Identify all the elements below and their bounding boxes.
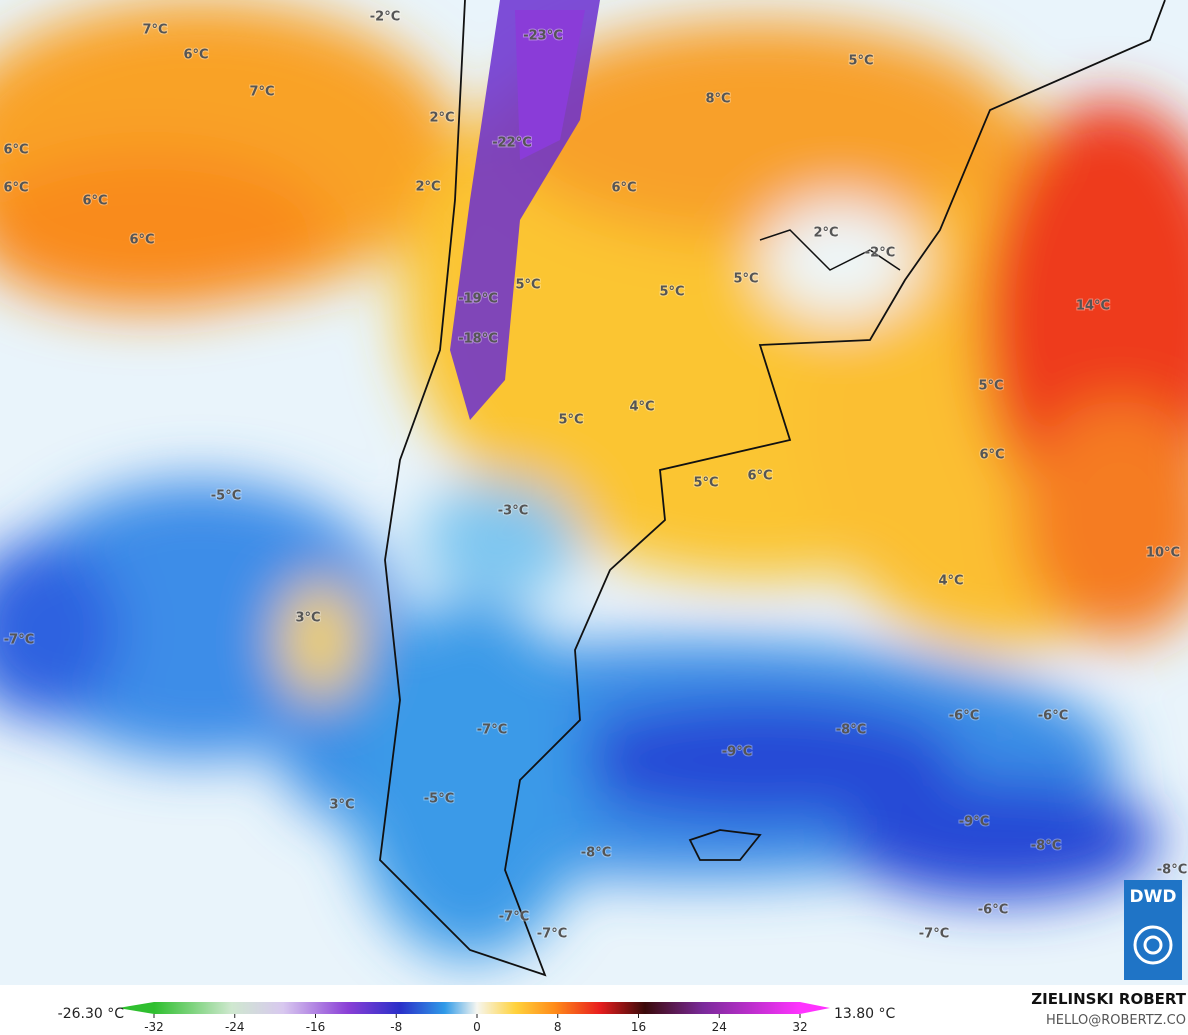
temperature-label: 7°C bbox=[249, 85, 274, 100]
temperature-label: -8°C bbox=[581, 846, 611, 861]
temperature-label: -2°C bbox=[865, 246, 895, 261]
logo-swirl bbox=[1133, 925, 1173, 965]
temperature-label: -2°C bbox=[370, 10, 400, 25]
min-label: -26.30 °C bbox=[58, 1006, 125, 1022]
temperature-label: -8°C bbox=[836, 723, 866, 738]
max-label: 13.80 °C bbox=[834, 1006, 896, 1022]
temperature-label: 6°C bbox=[3, 181, 28, 196]
temperature-label: 7°C bbox=[142, 23, 167, 38]
temperature-label: 4°C bbox=[938, 574, 963, 589]
temperature-label: 3°C bbox=[329, 798, 354, 813]
temperature-label: -7°C bbox=[499, 910, 529, 925]
colorbar-tick-label: 24 bbox=[712, 1020, 727, 1034]
temperature-label: 2°C bbox=[429, 111, 454, 126]
temperature-label: -6°C bbox=[978, 903, 1008, 918]
temperature-label: -7°C bbox=[477, 723, 507, 738]
colorbar-max-arrow bbox=[800, 1002, 830, 1014]
temperature-label: 5°C bbox=[848, 54, 873, 69]
temperature-label: -7°C bbox=[919, 927, 949, 942]
temperature-label: 5°C bbox=[733, 272, 758, 287]
temperature-label: 5°C bbox=[693, 476, 718, 491]
temperature-label: 5°C bbox=[659, 285, 684, 300]
colorbar-tick-label: -8 bbox=[390, 1020, 402, 1034]
temperature-label: -6°C bbox=[949, 709, 979, 724]
temperature-label: 4°C bbox=[629, 400, 654, 415]
temperature-label: 2°C bbox=[415, 180, 440, 195]
logo-swirl bbox=[1143, 935, 1163, 955]
temperature-label: -18°C bbox=[458, 332, 498, 347]
temperature-label: 5°C bbox=[978, 379, 1003, 394]
credit-name: ZIELINSKI ROBERT bbox=[1031, 990, 1186, 1008]
temperature-label: -3°C bbox=[498, 504, 528, 519]
colorbar-tick-label: -16 bbox=[306, 1020, 326, 1034]
temperature-label: -9°C bbox=[722, 745, 752, 760]
colorbar: -32 -24 -16 -8 0 8 16 24 32 bbox=[118, 1002, 830, 1034]
temperature-label: -8°C bbox=[1157, 863, 1187, 878]
temperature-label: 6°C bbox=[979, 448, 1004, 463]
temperature-label: 5°C bbox=[515, 278, 540, 293]
temperature-labels: -2°C 7°C 6°C 7°C -23°C 8°C 5°C 2°C -22°C 6°C 6°C 6°… bbox=[2, 9, 1188, 943]
temperature-label: -19°C bbox=[458, 292, 498, 307]
temperature-label: 8°C bbox=[705, 92, 730, 107]
temperature-label: -8°C bbox=[1031, 839, 1061, 854]
colorbar-tick-label: -24 bbox=[225, 1020, 245, 1034]
temperature-label: 6°C bbox=[129, 233, 154, 248]
temperature-label: 3°C bbox=[295, 611, 320, 626]
temperature-label: 6°C bbox=[3, 143, 28, 158]
temperature-label: 6°C bbox=[611, 181, 636, 196]
colorbar-tick-label: 0 bbox=[473, 1020, 481, 1034]
temperature-label: 5°C bbox=[558, 413, 583, 428]
colorbar-tick-label: 16 bbox=[631, 1020, 646, 1034]
colorbar-tick-label: 8 bbox=[554, 1020, 562, 1034]
temperature-label: -6°C bbox=[1038, 709, 1068, 724]
temperature-label: -9°C bbox=[959, 815, 989, 830]
temperature-label: 6°C bbox=[747, 469, 772, 484]
temperature-label: 6°C bbox=[183, 48, 208, 63]
colorbar-min-arrow bbox=[118, 1002, 154, 1014]
temperature-label: 10°C bbox=[1146, 546, 1180, 561]
temperature-label: 6°C bbox=[82, 194, 107, 209]
credit-contact: HELLO@ROBERTZ.CO bbox=[1046, 1013, 1186, 1028]
colorbar-gradient bbox=[154, 1002, 800, 1014]
temperature-label: 14°C bbox=[1076, 299, 1110, 314]
temperature-label: -5°C bbox=[424, 792, 454, 807]
temperature-field bbox=[0, 0, 1188, 985]
colorbar-tick-label: 32 bbox=[792, 1020, 807, 1034]
logo-text: DWD bbox=[1130, 887, 1177, 907]
temperature-label: -23°C bbox=[523, 29, 563, 44]
temperature-label: -7°C bbox=[537, 927, 567, 942]
temperature-label: -5°C bbox=[211, 489, 241, 504]
temperature-label: -7°C bbox=[4, 633, 34, 648]
temperature-label: 2°C bbox=[813, 226, 838, 241]
colorbar-tick-label: -32 bbox=[144, 1020, 164, 1034]
temperature-label: -22°C bbox=[492, 136, 532, 151]
